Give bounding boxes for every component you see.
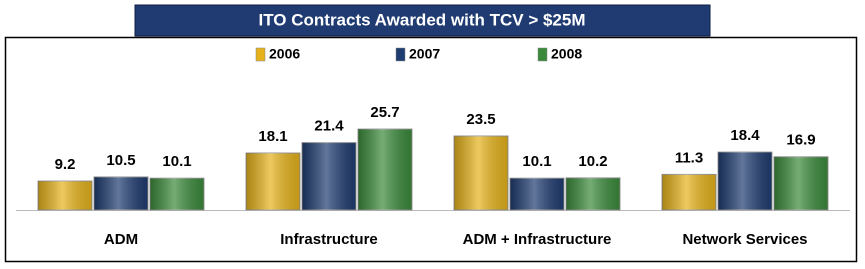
x-tick-label: Network Services bbox=[682, 231, 807, 248]
legend-label: 2007 bbox=[409, 46, 440, 62]
chart-title: ITO Contracts Awarded with TCV > $25M bbox=[258, 10, 585, 29]
legend-label: 2006 bbox=[269, 46, 300, 62]
bar-shine bbox=[358, 129, 412, 210]
value-label: 18.1 bbox=[258, 128, 287, 145]
bar-shine bbox=[718, 152, 772, 210]
value-label: 10.5 bbox=[106, 152, 135, 169]
value-label: 18.4 bbox=[730, 127, 760, 144]
value-label: 23.5 bbox=[466, 111, 495, 128]
legend-label: 2008 bbox=[551, 46, 582, 62]
x-tick-label: Infrastructure bbox=[280, 231, 378, 248]
title-box bbox=[134, 4, 711, 37]
value-label: 25.7 bbox=[370, 104, 399, 121]
bar-shine bbox=[454, 135, 508, 210]
bar-shine bbox=[510, 178, 564, 210]
chart-frame bbox=[4, 36, 858, 263]
bar-shine bbox=[94, 176, 148, 210]
value-label: 10.1 bbox=[522, 153, 551, 170]
bar-shine bbox=[774, 156, 828, 210]
bar-shine bbox=[246, 152, 300, 210]
value-label: 21.4 bbox=[314, 118, 344, 135]
value-label: 16.9 bbox=[786, 132, 815, 149]
legend-swatch bbox=[255, 47, 266, 62]
value-label: 10.1 bbox=[162, 153, 191, 170]
bar-shine bbox=[38, 181, 92, 210]
value-label: 9.2 bbox=[55, 156, 76, 173]
bar-shine bbox=[662, 174, 716, 210]
bar-shine bbox=[302, 142, 356, 210]
value-label: 10.2 bbox=[578, 153, 607, 170]
legend-swatch bbox=[537, 47, 548, 62]
legend-swatch bbox=[395, 47, 406, 62]
bar-shine bbox=[566, 177, 620, 210]
bar-shine bbox=[150, 178, 204, 210]
value-label: 11.3 bbox=[675, 149, 703, 166]
x-tick-label: ADM bbox=[104, 231, 138, 248]
x-tick-label: ADM + Infrastructure bbox=[463, 231, 612, 248]
